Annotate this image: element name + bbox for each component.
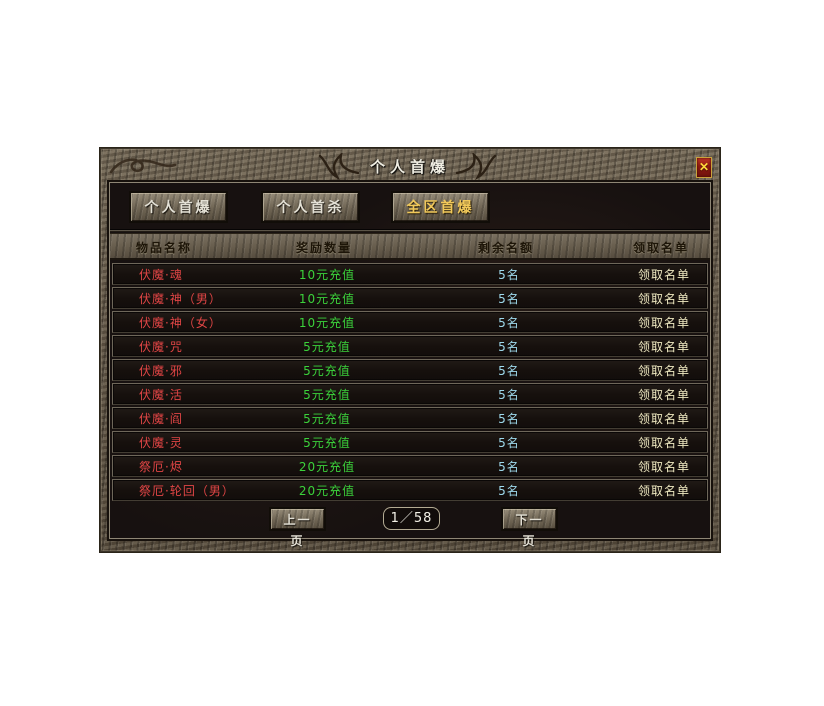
claim-list-link[interactable]: 领取名单 [637,460,690,474]
quota-value: 5名 [498,436,520,450]
table-row: 伏魔·魂 10元充值 5名 领取名单 [112,263,708,285]
claim-list-link[interactable]: 领取名单 [637,388,690,402]
claim-list-link[interactable]: 领取名单 [637,436,690,450]
dialog-content: 个人首爆 个人首杀 全区首爆 物品名称 奖励数量 剩余名额 领取名单 伏魔·魂 … [109,182,711,548]
corner-ornament [109,158,177,174]
column-header-quota: 剩余名额 [477,241,534,255]
tab-separator [110,229,710,232]
reward-value: 20元充值 [298,484,356,498]
claim-list-link[interactable]: 领取名单 [637,268,690,282]
table-row: 伏魔·咒 5元充值 5名 领取名单 [112,335,708,357]
reward-value: 5元充值 [303,364,351,378]
item-name: 祭厄·烬 [139,460,183,474]
item-name: 伏魔·活 [139,388,183,402]
table-row: 伏魔·邪 5元充值 5名 领取名单 [112,359,708,381]
quota-value: 5名 [498,292,520,306]
column-header-claim: 领取名单 [632,241,689,255]
table-row: 祭厄·烬 20元充值 5名 领取名单 [112,455,708,477]
table-header: 物品名称 奖励数量 剩余名额 领取名单 [110,233,710,260]
page-indicator: 1／58 [383,507,440,530]
quota-value: 5名 [498,340,520,354]
claim-list-link[interactable]: 领取名单 [637,316,690,330]
reward-value: 10元充值 [298,316,356,330]
item-name: 伏魔·神（女） [139,316,222,330]
item-name: 伏魔·灵 [139,436,183,450]
claim-list-link[interactable]: 领取名单 [637,412,690,426]
next-page-button[interactable]: 下一页 [501,507,558,548]
item-name: 伏魔·咒 [139,340,183,354]
close-icon[interactable]: ✕ [696,157,712,178]
quota-value: 5名 [498,412,520,426]
table-row: 伏魔·阎 5元充值 5名 领取名单 [112,407,708,429]
item-name: 伏魔·魂 [139,268,183,282]
column-header-reward: 奖励数量 [295,241,352,255]
table-row: 伏魔·活 5元充值 5名 领取名单 [112,383,708,405]
title-bar: 个人首爆 ✕ [101,149,719,182]
column-header-item: 物品名称 [136,241,193,255]
quota-value: 5名 [498,316,520,330]
title-flourish-left [318,153,360,180]
window-title: 个人首爆 [369,158,450,176]
claim-list-link[interactable]: 领取名单 [637,292,690,306]
quota-value: 5名 [498,268,520,282]
reward-value: 10元充值 [298,268,356,282]
table-row: 伏魔·灵 5元充值 5名 领取名单 [112,431,708,453]
tab-personal-first-kill[interactable]: 个人首杀 [261,191,360,223]
reward-value: 5元充值 [303,388,351,402]
item-name: 伏魔·阎 [139,412,183,426]
claim-list-link[interactable]: 领取名单 [637,484,690,498]
item-name: 伏魔·神（男） [139,292,222,306]
table-body: 伏魔·魂 10元充值 5名 领取名单 伏魔·神（男） 10元充值 5名 领取名单… [112,263,708,503]
claim-list-link[interactable]: 领取名单 [637,364,690,378]
table-row: 祭厄·轮回（男） 20元充值 5名 领取名单 [112,479,708,501]
item-name: 祭厄·轮回（男） [139,484,235,498]
quota-value: 5名 [498,364,520,378]
quota-value: 5名 [498,460,520,474]
quota-value: 5名 [498,388,520,402]
prev-page-button[interactable]: 上一页 [269,507,326,548]
pagination-bar: 上一页 1／58 下一页 [110,507,710,548]
reward-value: 10元充值 [298,292,356,306]
tab-personal-first-drop[interactable]: 个人首爆 [129,191,228,223]
item-name: 伏魔·邪 [139,364,183,378]
reward-value: 5元充值 [303,436,351,450]
first-drop-dialog: 个人首爆 ✕ 个人首爆 个人首杀 全区首爆 物品名称 奖励数量 剩余名额 领取名… [100,148,720,552]
reward-value: 5元充值 [303,340,351,354]
tab-server-first-drop[interactable]: 全区首爆 [391,191,490,223]
reward-value: 20元充值 [298,460,356,474]
table-row: 伏魔·神（男） 10元充值 5名 领取名单 [112,287,708,309]
title-flourish-right [455,153,497,180]
reward-value: 5元充值 [303,412,351,426]
claim-list-link[interactable]: 领取名单 [637,340,690,354]
table-row: 伏魔·神（女） 10元充值 5名 领取名单 [112,311,708,333]
quota-value: 5名 [498,484,520,498]
